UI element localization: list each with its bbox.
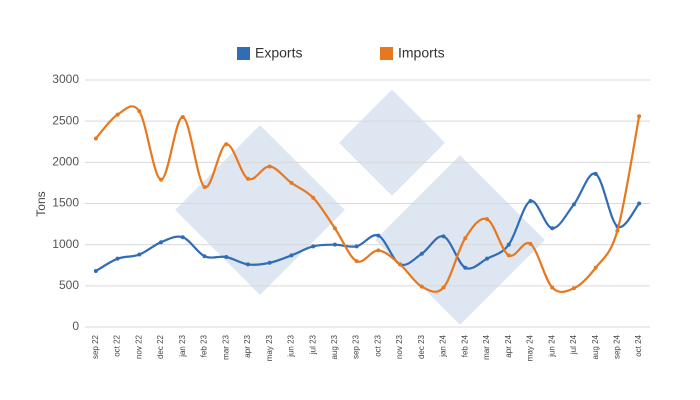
watermark xyxy=(175,89,545,325)
x-tick-label: nov 23 xyxy=(395,334,404,359)
x-tick-label: may 23 xyxy=(265,334,274,361)
data-point xyxy=(224,255,229,260)
data-point xyxy=(419,284,424,289)
data-point xyxy=(550,226,555,231)
x-tick-label: may 24 xyxy=(526,334,535,361)
data-point xyxy=(332,226,337,231)
data-point xyxy=(137,109,142,114)
legend-label: Imports xyxy=(398,45,445,61)
x-tick-label: sep 23 xyxy=(352,334,361,359)
legend-swatch xyxy=(237,47,250,60)
data-point xyxy=(441,285,446,290)
legend-swatch xyxy=(380,47,393,60)
x-tick-label: apr 24 xyxy=(504,334,513,357)
x-tick-label: jun 23 xyxy=(287,334,296,357)
data-point xyxy=(159,240,164,245)
data-point xyxy=(485,256,490,261)
y-tick-label: 0 xyxy=(72,319,79,333)
data-point xyxy=(267,260,272,265)
data-point xyxy=(267,164,272,169)
data-point xyxy=(354,259,359,264)
data-point xyxy=(550,285,555,290)
data-point xyxy=(245,262,250,267)
data-point xyxy=(485,217,490,222)
x-tick-label: jul 24 xyxy=(569,334,578,355)
x-tick-label: mar 24 xyxy=(482,334,491,359)
x-tick-label: aug 23 xyxy=(330,334,339,359)
data-point xyxy=(398,262,403,267)
data-point xyxy=(202,254,207,259)
x-tick-label: mar 23 xyxy=(221,334,230,359)
data-point xyxy=(463,236,468,241)
x-tick-label: jul 23 xyxy=(308,334,317,355)
data-point xyxy=(376,248,381,253)
y-tick-label: 1000 xyxy=(52,237,79,251)
x-tick-label: sep 24 xyxy=(613,334,622,359)
series-line xyxy=(95,172,641,272)
data-point xyxy=(332,242,337,247)
data-point xyxy=(137,252,142,257)
x-tick-label: nov 22 xyxy=(134,334,143,359)
x-tick-label: feb 23 xyxy=(200,334,209,357)
data-point xyxy=(376,233,381,238)
data-point xyxy=(311,244,316,249)
data-point xyxy=(528,241,533,246)
data-point xyxy=(463,265,468,270)
data-point xyxy=(637,114,642,119)
legend-label: Exports xyxy=(255,45,302,61)
data-point xyxy=(245,176,250,181)
data-point xyxy=(159,177,164,182)
data-point xyxy=(441,234,446,239)
data-point xyxy=(93,269,98,274)
data-point xyxy=(202,185,207,190)
data-point xyxy=(615,228,620,233)
data-point xyxy=(571,286,576,291)
watermark-shape xyxy=(338,89,446,196)
x-tick-label: dec 23 xyxy=(417,334,426,359)
watermark-shape xyxy=(175,125,345,295)
data-point xyxy=(289,253,294,258)
data-point xyxy=(593,171,598,176)
data-point xyxy=(115,112,120,117)
y-tick-label: 3000 xyxy=(52,72,79,86)
x-tick-label: dec 22 xyxy=(156,334,165,359)
data-point xyxy=(506,242,511,247)
data-point xyxy=(593,265,598,270)
x-tick-label: feb 24 xyxy=(460,334,469,357)
data-point xyxy=(180,235,185,240)
y-tick-label: 2000 xyxy=(52,155,79,169)
y-axis-label: Tons xyxy=(34,191,48,216)
data-point xyxy=(354,244,359,249)
y-tick-label: 500 xyxy=(59,278,79,292)
data-point xyxy=(115,256,120,261)
data-point xyxy=(289,180,294,185)
x-tick-label: aug 24 xyxy=(591,334,600,359)
data-point xyxy=(419,251,424,256)
x-tick-label: oct 23 xyxy=(373,334,382,356)
data-point xyxy=(571,202,576,207)
y-tick-label: 2500 xyxy=(52,113,79,127)
x-tick-label: jan 24 xyxy=(439,334,448,357)
data-point xyxy=(93,136,98,141)
x-tick-label: oct 22 xyxy=(113,334,122,356)
x-tick-label: sep 22 xyxy=(91,334,100,359)
data-point xyxy=(528,199,533,204)
x-tick-label: jun 24 xyxy=(547,334,556,357)
y-tick-label: 1500 xyxy=(52,196,79,210)
data-point xyxy=(180,115,185,120)
data-point xyxy=(506,253,511,258)
x-tick-label: apr 23 xyxy=(243,334,252,357)
x-tick-label: oct 24 xyxy=(634,334,643,356)
x-tick-label: jan 23 xyxy=(178,334,187,357)
data-point xyxy=(311,195,316,200)
data-point xyxy=(224,142,229,147)
data-point xyxy=(637,201,642,206)
